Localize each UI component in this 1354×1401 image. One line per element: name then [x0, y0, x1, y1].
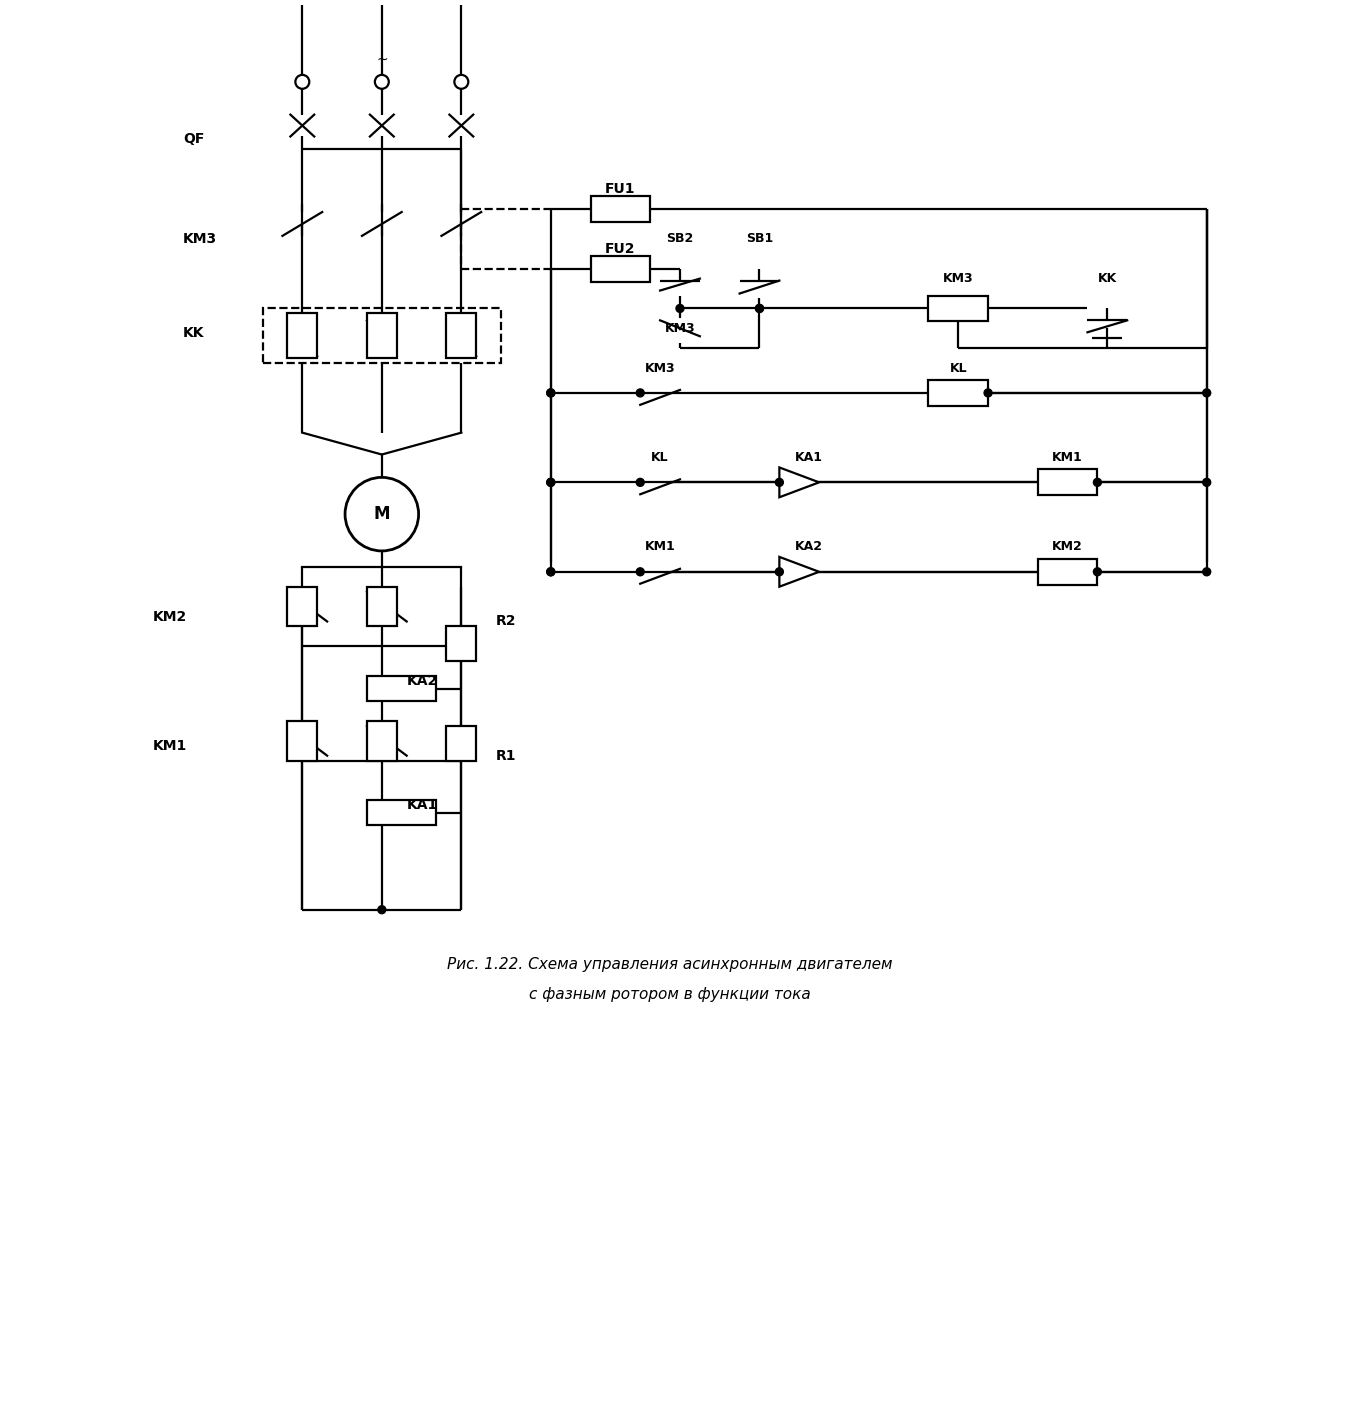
Text: KM1: KM1 — [645, 541, 676, 553]
Circle shape — [547, 567, 555, 576]
Bar — [367, 800, 436, 825]
Text: с фазным ротором в функции тока: с фазным ротором в функции тока — [529, 986, 811, 1002]
Text: KM1: KM1 — [1052, 451, 1083, 464]
Text: KM1: KM1 — [153, 738, 187, 752]
Circle shape — [1202, 567, 1210, 576]
Bar — [367, 314, 397, 359]
Bar — [590, 256, 650, 282]
Text: KA2: KA2 — [795, 541, 823, 553]
Text: KA2: KA2 — [406, 674, 437, 688]
Circle shape — [455, 74, 468, 88]
Text: KM2: KM2 — [153, 609, 187, 623]
Text: KM3: KM3 — [942, 272, 974, 286]
Text: KM2: KM2 — [1052, 541, 1083, 553]
Circle shape — [1202, 478, 1210, 486]
Circle shape — [984, 389, 992, 396]
Circle shape — [636, 567, 645, 576]
Text: KA1: KA1 — [406, 799, 437, 813]
Circle shape — [776, 567, 784, 576]
Text: KK: KK — [1098, 272, 1117, 286]
Circle shape — [547, 478, 555, 486]
Bar — [367, 722, 397, 761]
Text: KM3: KM3 — [183, 231, 217, 245]
Text: SB2: SB2 — [666, 233, 693, 245]
Text: KM3: KM3 — [645, 361, 676, 374]
Bar — [367, 677, 436, 700]
Circle shape — [345, 478, 418, 551]
Polygon shape — [780, 556, 819, 587]
Text: FU2: FU2 — [605, 242, 635, 256]
Circle shape — [375, 74, 389, 88]
Bar — [287, 314, 317, 359]
Text: R1: R1 — [496, 748, 517, 762]
Circle shape — [547, 478, 555, 486]
Text: KL: KL — [949, 361, 967, 374]
Bar — [263, 308, 501, 363]
Circle shape — [378, 905, 386, 913]
Bar — [287, 587, 317, 626]
Circle shape — [547, 389, 555, 396]
Text: SB1: SB1 — [746, 233, 773, 245]
Bar — [929, 380, 988, 406]
Bar — [447, 726, 477, 761]
Circle shape — [756, 304, 764, 312]
Circle shape — [1094, 567, 1101, 576]
Text: ~: ~ — [376, 53, 387, 67]
Circle shape — [636, 478, 645, 486]
Text: QF: QF — [183, 133, 204, 147]
Bar — [367, 587, 397, 626]
Text: FU1: FU1 — [605, 182, 635, 196]
Circle shape — [776, 478, 784, 486]
Text: M: M — [374, 506, 390, 523]
Text: R2: R2 — [496, 615, 517, 629]
Text: KA1: KA1 — [795, 451, 823, 464]
Bar — [447, 626, 477, 661]
Text: KL: KL — [651, 451, 669, 464]
Bar — [590, 196, 650, 221]
Bar — [1037, 469, 1097, 496]
Bar — [287, 722, 317, 761]
Circle shape — [676, 304, 684, 312]
Circle shape — [295, 74, 309, 88]
Circle shape — [1094, 478, 1101, 486]
Bar — [1037, 559, 1097, 584]
Circle shape — [1202, 389, 1210, 396]
Circle shape — [547, 567, 555, 576]
Circle shape — [547, 389, 555, 396]
Circle shape — [756, 304, 764, 312]
Text: Рис. 1.22. Схема управления асинхронным двигателем: Рис. 1.22. Схема управления асинхронным … — [447, 957, 892, 972]
Bar — [447, 314, 477, 359]
Text: KK: KK — [183, 326, 204, 340]
Text: KM3: KM3 — [665, 322, 696, 335]
Bar — [929, 296, 988, 321]
Polygon shape — [780, 468, 819, 497]
Circle shape — [636, 389, 645, 396]
